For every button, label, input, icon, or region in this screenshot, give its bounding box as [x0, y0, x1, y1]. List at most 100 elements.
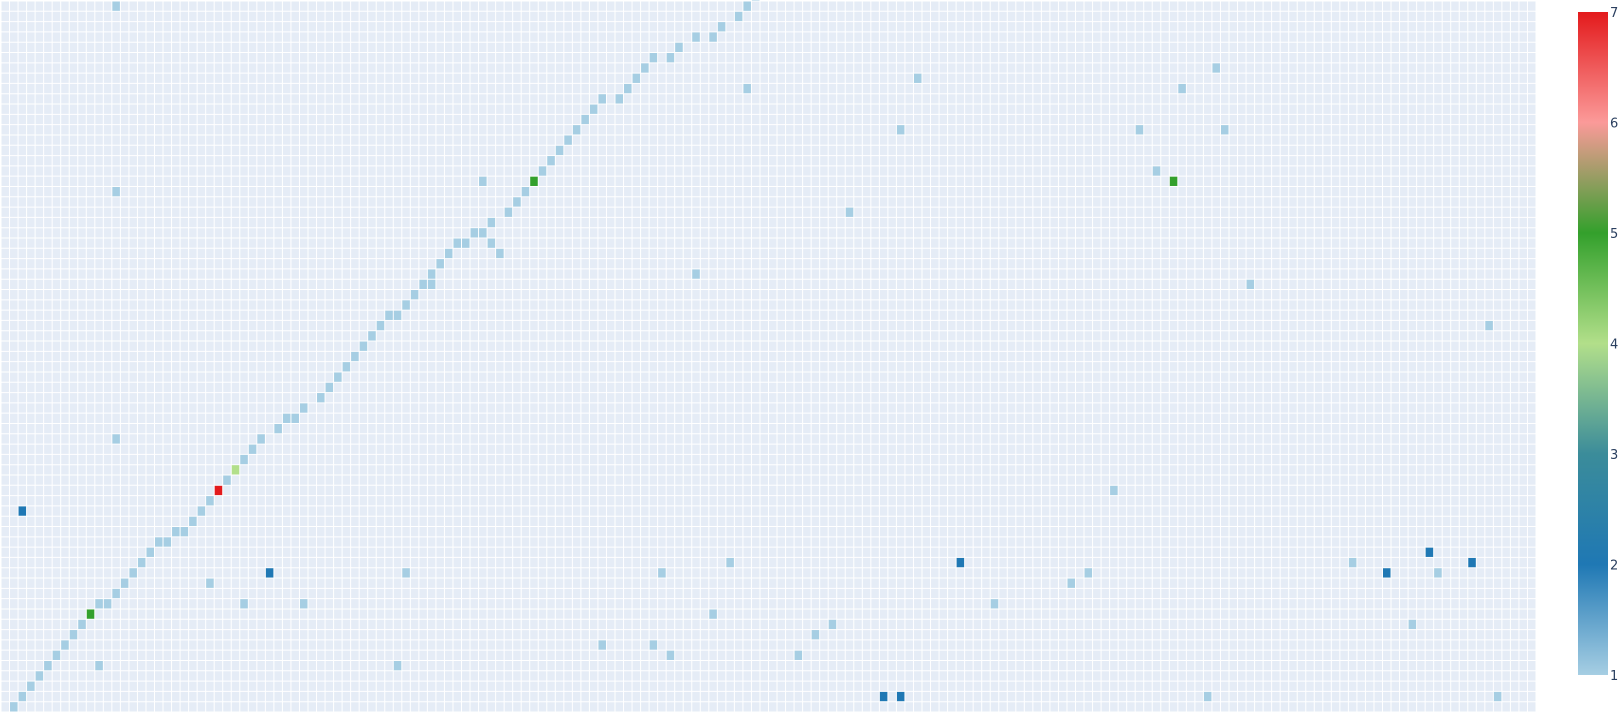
heatmap-cell	[393, 660, 402, 671]
heatmap-cell	[479, 228, 487, 238]
heatmap-cell	[828, 619, 837, 630]
heatmap-cell	[342, 362, 351, 372]
heatmap-cell	[547, 156, 555, 166]
heatmap-cell	[538, 166, 547, 176]
heatmap-cell	[1383, 568, 1391, 578]
heatmap-cell	[709, 32, 717, 42]
colorbar-tick-label: 5	[1610, 227, 1618, 242]
heatmap-cell	[231, 465, 240, 475]
heatmap-cell	[112, 186, 120, 197]
heatmap-cell	[811, 630, 820, 640]
heatmap-cell	[436, 259, 444, 269]
heatmap-cell	[1485, 320, 1493, 331]
heatmap-cell	[274, 423, 282, 434]
heatmap-cell	[334, 372, 342, 382]
heatmap-cell	[112, 588, 120, 599]
heatmap-cell	[1434, 568, 1442, 578]
grid-lines	[0, 0, 1537, 713]
heatmap-cell	[649, 640, 658, 650]
colorbar: 1 2 3 4 5 6 7	[1578, 6, 1618, 684]
heatmap-cell	[240, 599, 248, 609]
heatmap-cell	[291, 413, 299, 423]
heatmap-cell	[248, 444, 257, 454]
heatmap-cell	[1067, 578, 1075, 588]
heatmap-cell	[376, 320, 385, 331]
heatmap-cell	[299, 403, 308, 413]
heatmap-cell	[44, 660, 52, 671]
colorbar-tick-label: 1	[1610, 669, 1618, 684]
heatmap-cell	[913, 73, 922, 83]
heatmap-cell	[632, 73, 641, 83]
heatmap-cell	[734, 11, 743, 22]
heatmap-cell	[726, 557, 734, 568]
heatmap-cell	[197, 506, 206, 516]
heatmap-cell	[402, 300, 410, 310]
heatmap-cell	[521, 186, 530, 197]
heatmap-cell	[206, 496, 214, 506]
heatmap-cell	[78, 619, 86, 630]
heatmap-cell	[282, 413, 291, 423]
heatmap-cell	[581, 114, 589, 125]
heatmap-cell	[1110, 485, 1118, 496]
heatmap-cell	[1220, 125, 1229, 135]
heatmap-cell	[598, 640, 606, 650]
heatmap-cell	[1408, 619, 1417, 630]
heatmap-cell	[717, 22, 726, 32]
heatmap-cell	[385, 310, 393, 320]
heatmap-cell	[223, 475, 231, 485]
heatmap-cells	[10, 0, 1502, 712]
heatmap-cell	[649, 53, 658, 63]
heatmap-cell	[61, 640, 69, 650]
heatmap-cell	[990, 599, 999, 609]
heatmap-cell	[496, 248, 504, 259]
heatmap-cell	[896, 125, 905, 135]
heatmap-cell	[487, 217, 496, 228]
heatmap-cell	[325, 382, 334, 393]
heatmap-cell	[658, 568, 666, 578]
heatmap-cell	[453, 238, 461, 248]
heatmap-cell	[743, 1, 751, 11]
heatmap-cell	[1493, 691, 1502, 702]
heatmap-cell	[1348, 557, 1357, 568]
heatmap-cell	[530, 176, 538, 186]
heatmap-cell	[1425, 547, 1434, 557]
heatmap-cell	[709, 609, 717, 619]
colorbar-tick-label: 7	[1610, 6, 1618, 21]
heatmap-cell	[624, 83, 632, 94]
heatmap-cell	[35, 671, 44, 681]
heatmap-cell	[299, 599, 308, 609]
colorbar-tick-label: 3	[1610, 448, 1618, 463]
heatmap-cell	[615, 94, 624, 104]
heatmap-cell	[564, 135, 572, 145]
heatmap-cell	[410, 290, 419, 300]
heatmap-cell	[743, 83, 751, 94]
heatmap-cell	[95, 599, 103, 609]
heatmap-cell	[1246, 279, 1255, 290]
heatmap-cell	[470, 228, 479, 238]
heatmap-cell	[402, 568, 410, 578]
heatmap-cell	[896, 691, 905, 702]
heatmap-cell	[1169, 176, 1178, 186]
heatmap-cell	[368, 331, 376, 341]
heatmap-cell	[845, 207, 854, 217]
heatmap-cell	[10, 702, 18, 712]
heatmap-cell	[956, 557, 965, 568]
heatmap-cell	[120, 578, 129, 588]
heatmap-cell	[18, 691, 27, 702]
heatmap-cell	[598, 94, 606, 104]
heatmap-cell	[359, 341, 368, 351]
heatmap-cell	[751, 0, 760, 1]
heatmap-cell	[1468, 557, 1476, 568]
heatmap-cell	[1212, 63, 1220, 73]
colorbar-scale	[1578, 12, 1608, 675]
heatmap-cell	[462, 238, 470, 248]
colorbar-tick-label: 2	[1610, 559, 1618, 574]
heatmap-cell	[479, 176, 487, 186]
heatmap-cell	[103, 599, 112, 609]
heatmap-cell	[317, 393, 325, 403]
heatmap-cell	[879, 691, 888, 702]
heatmap-cell	[675, 42, 683, 53]
heatmap-cell	[666, 53, 675, 63]
